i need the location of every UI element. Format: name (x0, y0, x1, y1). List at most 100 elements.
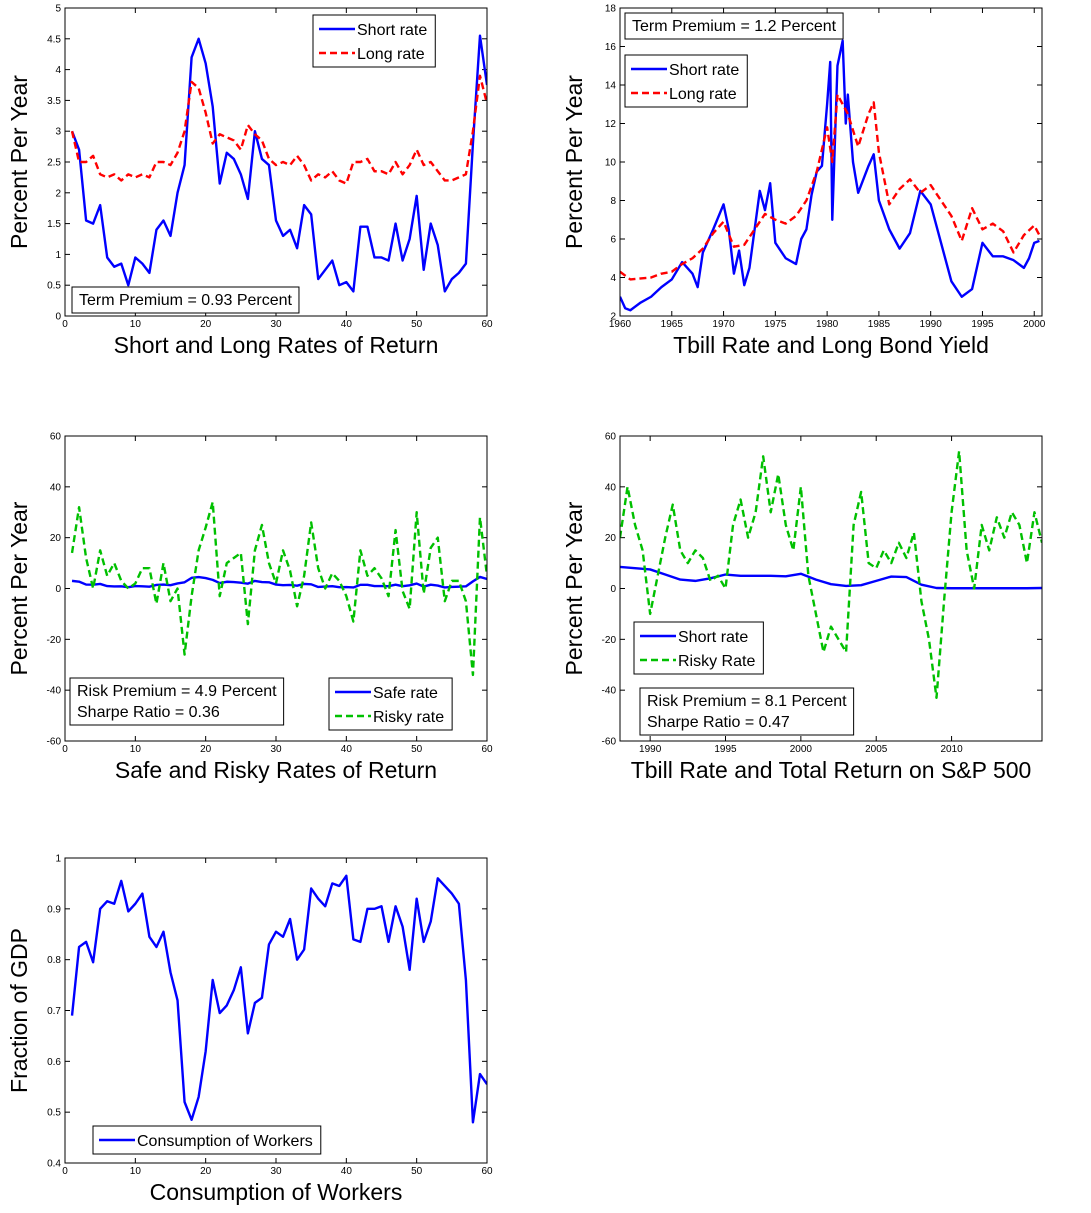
x-tick-label: 30 (270, 744, 282, 755)
x-tick-label: 0 (62, 744, 68, 755)
axes-box (64, 857, 488, 1164)
series-group (620, 450, 1042, 699)
y-axis-label: Percent Per Year (6, 75, 32, 249)
plot-area (65, 858, 487, 1163)
y-tick-label: 0.5 (47, 281, 61, 292)
legend: Short rate Long rate (624, 54, 748, 108)
annotation-box (624, 12, 844, 40)
series-line (70, 74, 487, 185)
y-tick-label: -60 (47, 737, 62, 748)
y-tick-label: 18 (605, 4, 617, 15)
legend-box (624, 54, 748, 108)
legend-box (312, 14, 436, 68)
y-tick-label: 10 (605, 158, 617, 169)
annotation-text: Sharpe Ratio = 0.47 (647, 714, 790, 731)
x-tick-label: 1990 (639, 744, 662, 755)
series-group (70, 874, 487, 1124)
x-tick-label: 20 (200, 744, 212, 755)
annotation-text: Term Premium = 0.93 Percent (79, 292, 293, 309)
legend: Short rate Long rate (312, 14, 436, 68)
x-tick-label: 2005 (865, 744, 888, 755)
chart: -60 -40 -20 0 20 40 60 1990 1995 2000 2005 2010 Tbil… (561, 432, 1043, 783)
x-tick-label: 1965 (661, 319, 684, 330)
x-tick-label: 1980 (816, 319, 839, 330)
legend-label: Short rate (669, 62, 739, 79)
x-tick-label: 0 (62, 319, 68, 330)
y-tick-label: 16 (605, 42, 617, 53)
legend-label: Safe rate (373, 685, 438, 702)
x-tick-label: 2000 (790, 744, 813, 755)
legend-box (328, 677, 453, 731)
x-tick-label: 2010 (940, 744, 963, 755)
x-tick-label: 60 (481, 1166, 493, 1177)
y-tick-label: 5 (55, 4, 61, 15)
y-tick-label: 1 (55, 854, 61, 865)
series-line (620, 450, 1042, 699)
y-tick-label: 2.5 (47, 158, 61, 169)
y-tick-label: 2 (610, 312, 616, 323)
legend: Safe rate Risky rate (328, 677, 453, 731)
x-tick-label: 20 (200, 1166, 212, 1177)
x-tick-label: 40 (341, 744, 353, 755)
y-axis-label: Percent Per Year (561, 501, 587, 675)
x-tick-label: 1995 (714, 744, 737, 755)
x-tick-label: 50 (411, 319, 423, 330)
y-tick-label: 0 (55, 312, 61, 323)
x-tick-label: 40 (341, 1166, 353, 1177)
y-tick-label: 0 (610, 584, 616, 595)
legend-label: Long rate (669, 86, 737, 103)
legend-label: Risky Rate (678, 653, 755, 670)
y-tick-label: 40 (605, 482, 617, 493)
series-group (70, 500, 487, 677)
x-axis-label: Safe and Risky Rates of Return (115, 757, 437, 783)
y-axis-label: Fraction of GDP (6, 928, 32, 1093)
y-tick-label: 40 (50, 482, 62, 493)
chart: 0.40.50.60.70.80.910 10 20 30 40 50 60Consumpt… (6, 854, 493, 1206)
annotation-text: Sharpe Ratio = 0.36 (77, 704, 220, 721)
series-line (70, 34, 487, 293)
chart: -60 -40 -20 0 20 40 60 0 10 20 30 40 50 60 Safe and Ri… (6, 432, 493, 784)
legend-label: Short rate (678, 629, 748, 646)
y-tick-label: -60 (602, 737, 617, 748)
axes-box (619, 7, 1043, 317)
legend: Short rate Risky Rate (633, 621, 764, 675)
x-tick-label: 1985 (868, 319, 891, 330)
x-tick-label: 60 (481, 744, 493, 755)
y-tick-label: 1 (55, 250, 61, 261)
axes-box (64, 435, 488, 742)
x-tick-label: 2000 (1023, 319, 1046, 330)
chart: 2 4 6 8 10 12 14 16 18 1960 1965 1970 1975 1980 1985 19… (561, 4, 1046, 359)
y-tick-label: 0.8 (47, 955, 61, 966)
y-tick-label: 0 (55, 584, 61, 595)
y-tick-label: -40 (602, 686, 617, 697)
x-tick-label: 1970 (712, 319, 735, 330)
y-tick-label: 0.6 (47, 1057, 61, 1068)
series-line (70, 500, 487, 677)
y-tick-label: 14 (605, 81, 617, 92)
x-axis-label: Consumption of Workers (150, 1179, 403, 1205)
annotation: Risk Premium = 4.9 Percent Sharpe Ratio =… (69, 677, 285, 726)
x-tick-label: 60 (481, 319, 493, 330)
x-tick-label: 1990 (920, 319, 943, 330)
y-tick-label: 0.5 (47, 1108, 61, 1119)
y-tick-label: 6 (610, 235, 616, 246)
y-tick-label: 0.4 (47, 1159, 61, 1170)
y-tick-label: -20 (602, 635, 617, 646)
y-tick-label: 60 (605, 432, 617, 443)
x-tick-label: 10 (130, 744, 142, 755)
y-tick-label: 1.5 (47, 219, 61, 230)
series-group (620, 39, 1041, 312)
annotation: Term Premium = 0.93 Percent (71, 286, 300, 314)
annotation-box (639, 687, 855, 736)
y-tick-label: 3 (55, 127, 61, 138)
x-tick-label: 1960 (609, 319, 632, 330)
series-line (70, 874, 487, 1124)
x-tick-label: 1995 (971, 319, 994, 330)
annotation-box (69, 677, 285, 726)
y-tick-label: -40 (47, 686, 62, 697)
legend-label: Long rate (357, 46, 425, 63)
y-tick-label: 8 (610, 196, 616, 207)
y-tick-label: 12 (605, 119, 617, 130)
x-tick-label: 30 (270, 319, 282, 330)
